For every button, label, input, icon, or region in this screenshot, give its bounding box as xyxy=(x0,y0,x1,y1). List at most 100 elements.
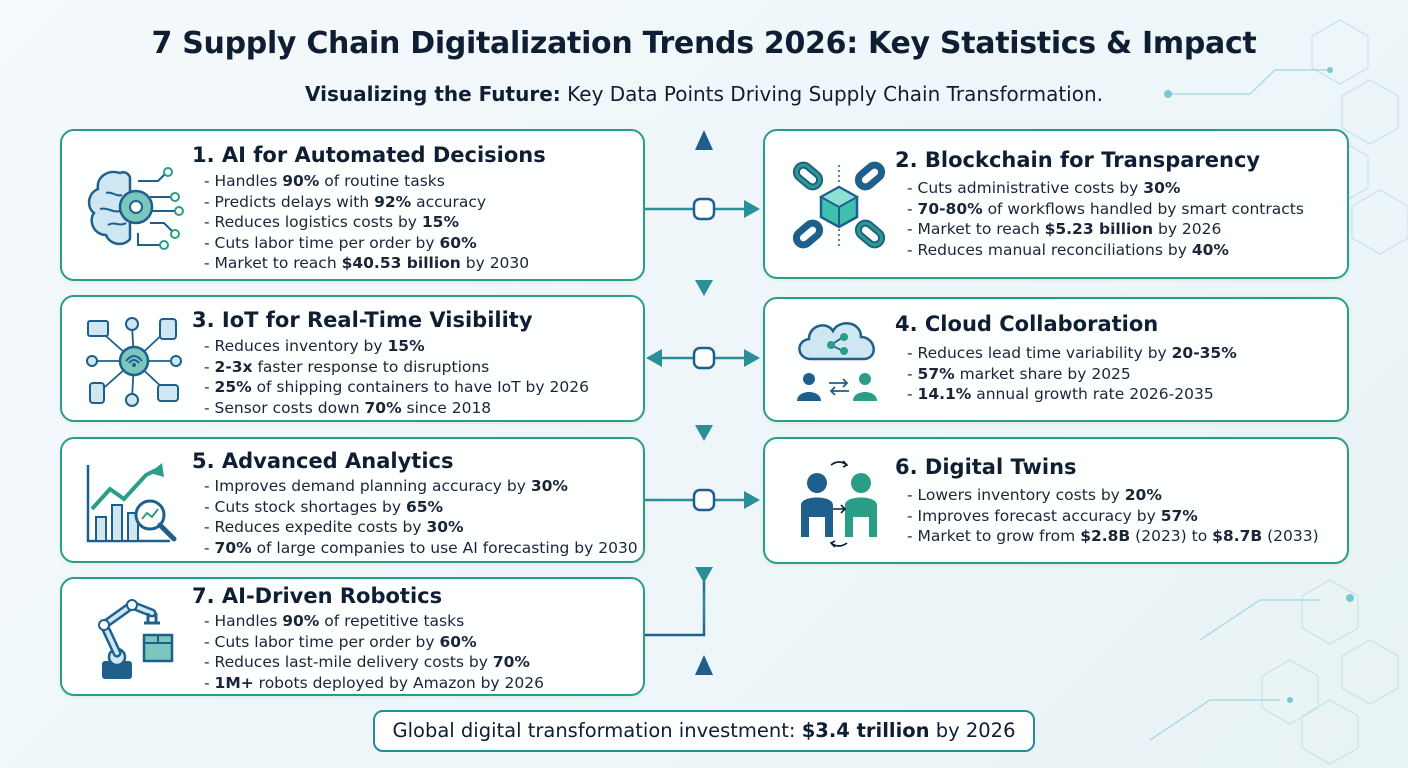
trend-stats: Reduces inventory by 15% 2-3x faster resp… xyxy=(204,336,589,418)
stat-item: 14.1% annual growth rate 2026-2035 xyxy=(907,384,1237,405)
stat-text: Reduces expedite costs by xyxy=(214,518,427,536)
stat-value: 70-80% xyxy=(917,199,983,218)
stat-value: 70% xyxy=(364,398,402,417)
stat-value: 20% xyxy=(1124,486,1162,504)
page-subtitle: Visualizing the Future: Key Data Points … xyxy=(0,82,1408,106)
junction-node-3 xyxy=(692,488,716,512)
stat-item: 70-80% of workflows handled by smart con… xyxy=(907,199,1304,220)
stat-value: $5.23 billion xyxy=(1044,220,1154,238)
stat-text: of shipping containers to have IoT by 20… xyxy=(251,378,589,396)
stat-item: Reduces manual reconciliations by 40% xyxy=(907,240,1304,261)
trend-card-iot: 3. IoT for Real-Time Visibility Reduces … xyxy=(60,295,645,422)
stat-value: 2-3x xyxy=(214,357,253,376)
stat-value: 70% xyxy=(492,653,530,671)
stat-value: 30% xyxy=(426,518,464,536)
trend-card-analytics: 5. Advanced Analytics Improves demand pl… xyxy=(60,437,645,563)
stat-text: since 2018 xyxy=(401,398,492,417)
stat-text: Market to grow from xyxy=(917,527,1081,545)
stat-text: by 2026 xyxy=(1153,220,1222,238)
stat-text: Cuts administrative costs by xyxy=(917,179,1144,197)
stat-text: Reduces inventory by xyxy=(214,337,388,355)
stat-value: 25% xyxy=(214,378,252,396)
stat-value: 14.1% xyxy=(917,385,972,403)
stat-item: Handles 90% of repetitive tasks xyxy=(204,611,544,632)
stat-text: Improves forecast accuracy by xyxy=(917,506,1161,525)
stat-value: 57% xyxy=(917,364,955,383)
stat-text: Market to reach xyxy=(917,220,1045,238)
stat-text: Market to reach xyxy=(214,254,342,272)
stat-text: Sensor costs down xyxy=(214,398,365,417)
stat-item: Cuts stock shortages by 65% xyxy=(204,497,638,518)
stat-text: Cuts labor time per order by xyxy=(214,632,440,651)
stat-text: (2033) xyxy=(1262,527,1319,545)
stat-text: Reduces manual reconciliations by xyxy=(917,240,1192,259)
stat-text: Predicts delays with xyxy=(214,192,375,211)
stat-text: Reduces logistics costs by xyxy=(214,213,422,231)
junction-node-2 xyxy=(692,346,716,370)
cloud-collaboration-icon xyxy=(797,322,877,401)
stat-value: $2.8B xyxy=(1080,527,1131,545)
stat-value: 90% xyxy=(282,612,320,630)
stat-item: Cuts labor time per order by 60% xyxy=(204,632,544,653)
trend-stats: Lowers inventory costs by 20%Improves fo… xyxy=(907,485,1319,547)
trend-title: 2. Blockchain for Transparency xyxy=(895,148,1261,172)
stat-text: of routine tasks xyxy=(319,172,445,190)
stat-text: annual growth rate 2026-2035 xyxy=(971,385,1214,403)
trend-stats: Improves demand planning accuracy by 30%… xyxy=(204,476,638,558)
trend-title: 5. Advanced Analytics xyxy=(192,449,454,473)
stat-value: $8.7B xyxy=(1212,527,1263,545)
stat-value: 15% xyxy=(421,213,459,231)
stat-text: Improves demand planning accuracy by xyxy=(214,477,531,495)
trend-title: 7. AI-Driven Robotics xyxy=(192,584,443,608)
stat-item: Sensor costs down 70% since 2018 xyxy=(204,398,589,419)
trend-card-digital-twins: 6. Digital Twins Lowers inventory costs … xyxy=(763,437,1349,564)
trend-title: 4. Cloud Collaboration xyxy=(895,312,1159,336)
brain-circuit-icon xyxy=(87,167,184,250)
stat-value: 57% xyxy=(1160,506,1198,525)
stat-item: Reduces last-mile delivery costs by 70% xyxy=(204,652,544,673)
stat-value: 70% xyxy=(214,538,252,557)
stat-text: of workflows handled by smart contracts xyxy=(982,199,1304,218)
trend-title: 1. AI for Automated Decisions xyxy=(192,143,546,167)
stat-text: robots deployed by Amazon by 2026 xyxy=(253,673,544,692)
stat-value: 15% xyxy=(387,337,425,355)
stat-text: Handles xyxy=(214,172,283,190)
stat-text: Handles xyxy=(214,612,283,630)
stat-value: $40.53 billion xyxy=(341,254,461,272)
robot-arm-icon xyxy=(98,599,174,679)
stat-item: Market to grow from $2.8B (2023) to $8.7… xyxy=(907,526,1319,547)
stat-item: Improves demand planning accuracy by 30% xyxy=(204,476,638,497)
stat-item: Lowers inventory costs by 20% xyxy=(907,485,1319,506)
banner-suffix: by 2026 xyxy=(929,719,1016,742)
stat-item: Improves forecast accuracy by 57% xyxy=(907,506,1319,527)
trend-card-robotics: 7. AI-Driven Robotics Handles 90% of rep… xyxy=(60,577,645,696)
stat-text: faster response to disruptions xyxy=(252,357,490,376)
trend-stats: Handles 90% of repetitive tasksCuts labo… xyxy=(204,611,544,693)
stat-value: 60% xyxy=(439,233,477,252)
trend-stats: Handles 90% of routine tasksPredicts del… xyxy=(204,171,530,274)
trend-stats: Cuts administrative costs by 30%70-80% o… xyxy=(907,178,1304,260)
stat-item: Reduces lead time variability by 20-35% xyxy=(907,343,1237,364)
stat-item: Reduces expedite costs by 30% xyxy=(204,517,638,538)
trend-title: 6. Digital Twins xyxy=(895,455,1077,479)
stat-text: Cuts labor time per order by xyxy=(214,233,440,252)
banner-text: Global digital transformation investment… xyxy=(392,719,802,742)
stat-text: accuracy xyxy=(411,192,487,211)
stat-value: 40% xyxy=(1191,240,1229,259)
stat-item: 57% market share by 2025 xyxy=(907,364,1237,385)
trend-card-ai-decisions: 1. AI for Automated Decisions Handles 90… xyxy=(60,129,645,281)
junction-node-1 xyxy=(692,197,716,221)
stat-item: 1M+ robots deployed by Amazon by 2026 xyxy=(204,673,544,694)
stat-text: of repetitive tasks xyxy=(319,612,465,630)
stat-value: 65% xyxy=(405,497,444,516)
trend-card-cloud: 4. Cloud Collaboration Reduces lead time… xyxy=(763,297,1349,422)
subtitle-lead: Visualizing the Future: xyxy=(304,82,561,106)
analytics-chart-icon xyxy=(86,463,177,543)
stat-item: Predicts delays with 92% accuracy xyxy=(204,192,529,213)
stat-text: by 2030 xyxy=(460,254,530,272)
stat-value: 60% xyxy=(439,632,477,651)
stat-text: of large companies to use AI forecasting… xyxy=(251,538,638,557)
stat-item: Cuts administrative costs by 30% xyxy=(907,178,1304,199)
stat-value: 20-35% xyxy=(1171,344,1237,362)
